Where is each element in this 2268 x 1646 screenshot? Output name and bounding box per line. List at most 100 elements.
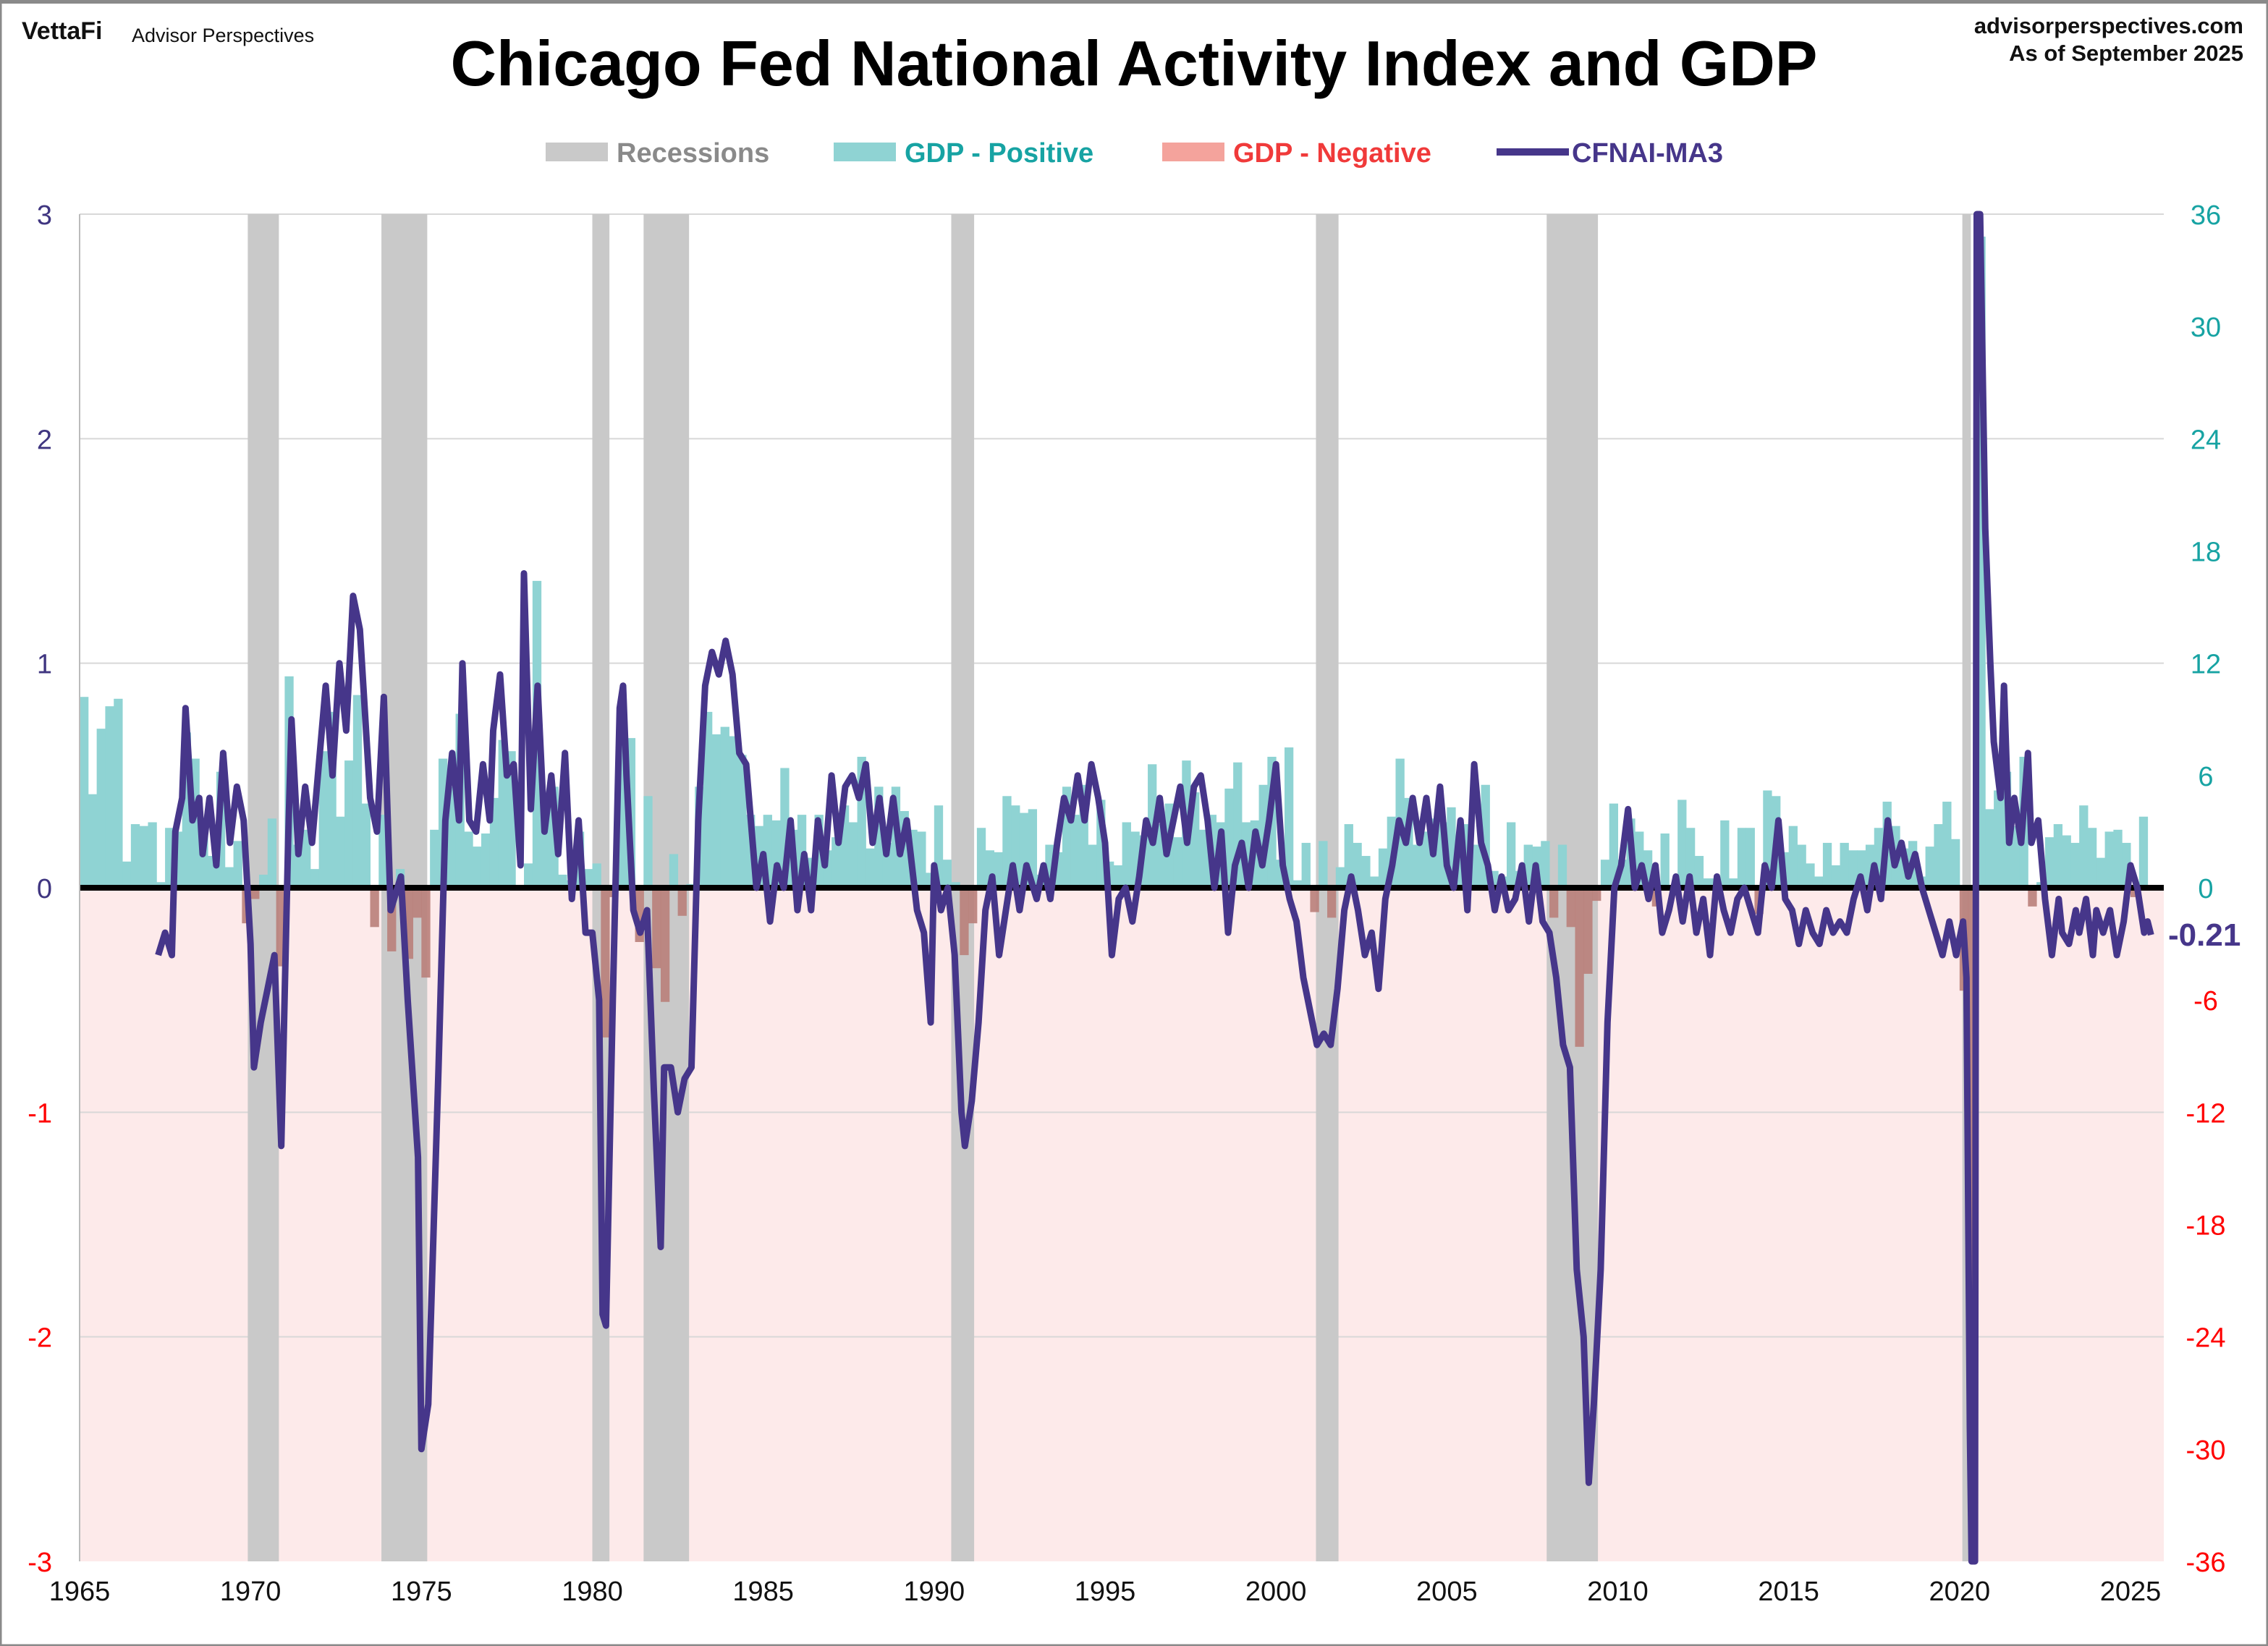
gdp-bar-positive [1951, 839, 1960, 888]
right-tick-label: -18 [2186, 1211, 2226, 1242]
gdp-bar-negative [960, 888, 969, 956]
gdp-bar-positive [88, 794, 98, 888]
gdp-bar-positive [1985, 809, 1994, 888]
cfnai-series [155, 211, 2154, 1565]
gdp-bar-positive [352, 695, 363, 888]
gdp-bar-positive [1831, 865, 1841, 888]
gdp-bar-positive [1421, 831, 1431, 888]
gdp-bar-positive [481, 833, 491, 888]
gdp-bar-positive [2062, 835, 2071, 888]
gdp-bar-positive [1609, 803, 1618, 888]
gdp-bar-positive [592, 863, 601, 888]
gdp-bar-negative [412, 888, 422, 918]
gdp-bar-positive [558, 874, 567, 888]
left-tick-label: 0 [37, 874, 52, 904]
gdp-bar-positive [1720, 820, 1730, 888]
gdp-bar-positive [233, 841, 242, 888]
x-tick-label: 1965 [49, 1577, 111, 1607]
left-tick-label: -2 [27, 1323, 52, 1354]
right-tick-label: -6 [2193, 986, 2218, 1017]
gdp-bar-positive [2096, 857, 2106, 888]
cfnai-ma3-line [155, 211, 2154, 1565]
gdp-bar-positive [302, 829, 311, 888]
gdp-bar-positive [669, 854, 679, 888]
gdp-bar-positive [1122, 822, 1131, 888]
gdp-bar-positive [2079, 805, 2089, 888]
gdp-bar-positive [643, 796, 653, 888]
site-url: advisorperspectives.com [1974, 13, 2243, 38]
gdp-bar-positive [139, 826, 148, 888]
gdp-bar-positive [1319, 841, 1328, 888]
gdp-bar-positive [1413, 844, 1422, 888]
right-tick-label: 24 [2191, 425, 2221, 455]
right-tick-label: -30 [2186, 1435, 2226, 1466]
gdp-bar-positive [148, 822, 157, 888]
gdp-bar-positive [1797, 844, 1806, 888]
gdp-bar-positive [464, 831, 473, 888]
gdp-bar-positive [1994, 790, 2003, 888]
gdp-bar-positive [122, 861, 132, 888]
gdp-bar-positive [1224, 788, 1234, 888]
gdp-bar-negative [968, 888, 978, 924]
gdp-bar-positive [1788, 826, 1798, 888]
right-tick-label: 6 [2198, 762, 2213, 792]
right-tick-label: 30 [2191, 313, 2221, 343]
gdp-bar-positive [258, 874, 268, 888]
x-tick-label: 2010 [1587, 1577, 1649, 1607]
gdp-bar-negative [601, 888, 610, 1038]
gdp-bar-positive [1335, 867, 1345, 888]
gdp-bar-positive [1746, 828, 1755, 888]
left-tick-label: -3 [27, 1548, 52, 1578]
gdp-bar-positive [1088, 844, 1097, 888]
right-tick-label: 12 [2191, 650, 2221, 680]
legend-swatch-0 [546, 143, 608, 161]
right-tick-label: 36 [2191, 200, 2221, 231]
gdp-bar-positive [1600, 860, 1610, 888]
right-tick-label: -24 [2186, 1323, 2226, 1354]
gdp-bar-negative [677, 888, 687, 916]
brand-logo: VettaFi [22, 17, 102, 45]
gdp-bar-positive [866, 848, 875, 888]
right-tick-label: 18 [2191, 538, 2221, 568]
gdp-bar-positive [430, 829, 439, 888]
gdp-bar-positive [361, 803, 371, 888]
x-tick-label: 1975 [391, 1577, 452, 1607]
left-tick-label: -1 [27, 1098, 52, 1129]
gdp-bar-positive [1737, 828, 1747, 888]
gdp-bar-positive [1292, 880, 1303, 888]
gdp-bar-negative [1583, 888, 1593, 974]
gdp-bar-positive [720, 726, 729, 888]
x-tick-label: 1980 [562, 1577, 623, 1607]
gdp-bar-negative [421, 888, 431, 978]
right-tick-label: -12 [2186, 1098, 2226, 1129]
x-tick-label: 1995 [1075, 1577, 1136, 1607]
x-tick-label: 2025 [2100, 1577, 2162, 1607]
gdp-bar-positive [994, 852, 1003, 888]
gdp-bar-positive [1694, 856, 1704, 888]
gdp-bar-positive [1840, 842, 1849, 888]
right-tick-label: 0 [2198, 874, 2213, 904]
gdp-bar-negative [1549, 888, 1559, 918]
left-tick-label: 2 [37, 425, 52, 455]
gdp-bar-positive [114, 698, 123, 888]
gdp-bar-positive [1344, 824, 1353, 888]
gdp-bar-positive [703, 711, 713, 888]
gdp-bar-negative [2028, 888, 2037, 907]
gdp-bar-positive [105, 706, 114, 888]
gdp-bar-positive [1113, 865, 1123, 888]
x-tick-label: 2020 [1929, 1577, 1991, 1607]
x-tick-label: 2015 [1758, 1577, 1819, 1607]
gdp-bar-positive [2138, 816, 2149, 888]
gdp-bar-positive [942, 860, 952, 888]
gdp-bar-negative [1327, 888, 1337, 918]
left-tick-label: 1 [37, 650, 52, 680]
gdp-bar-positive [1557, 844, 1567, 888]
gdp-bar-positive [1677, 799, 1687, 888]
gdp-bar-positive [224, 867, 234, 888]
gdp-bar-positive [1806, 863, 1815, 888]
gdp-bar-positive [1173, 837, 1182, 888]
gdp-bar-positive [80, 697, 89, 888]
last-value-label: -0.21 [2168, 917, 2241, 953]
x-tick-label: 1985 [732, 1577, 794, 1607]
gdp-bar-positive [976, 828, 986, 888]
